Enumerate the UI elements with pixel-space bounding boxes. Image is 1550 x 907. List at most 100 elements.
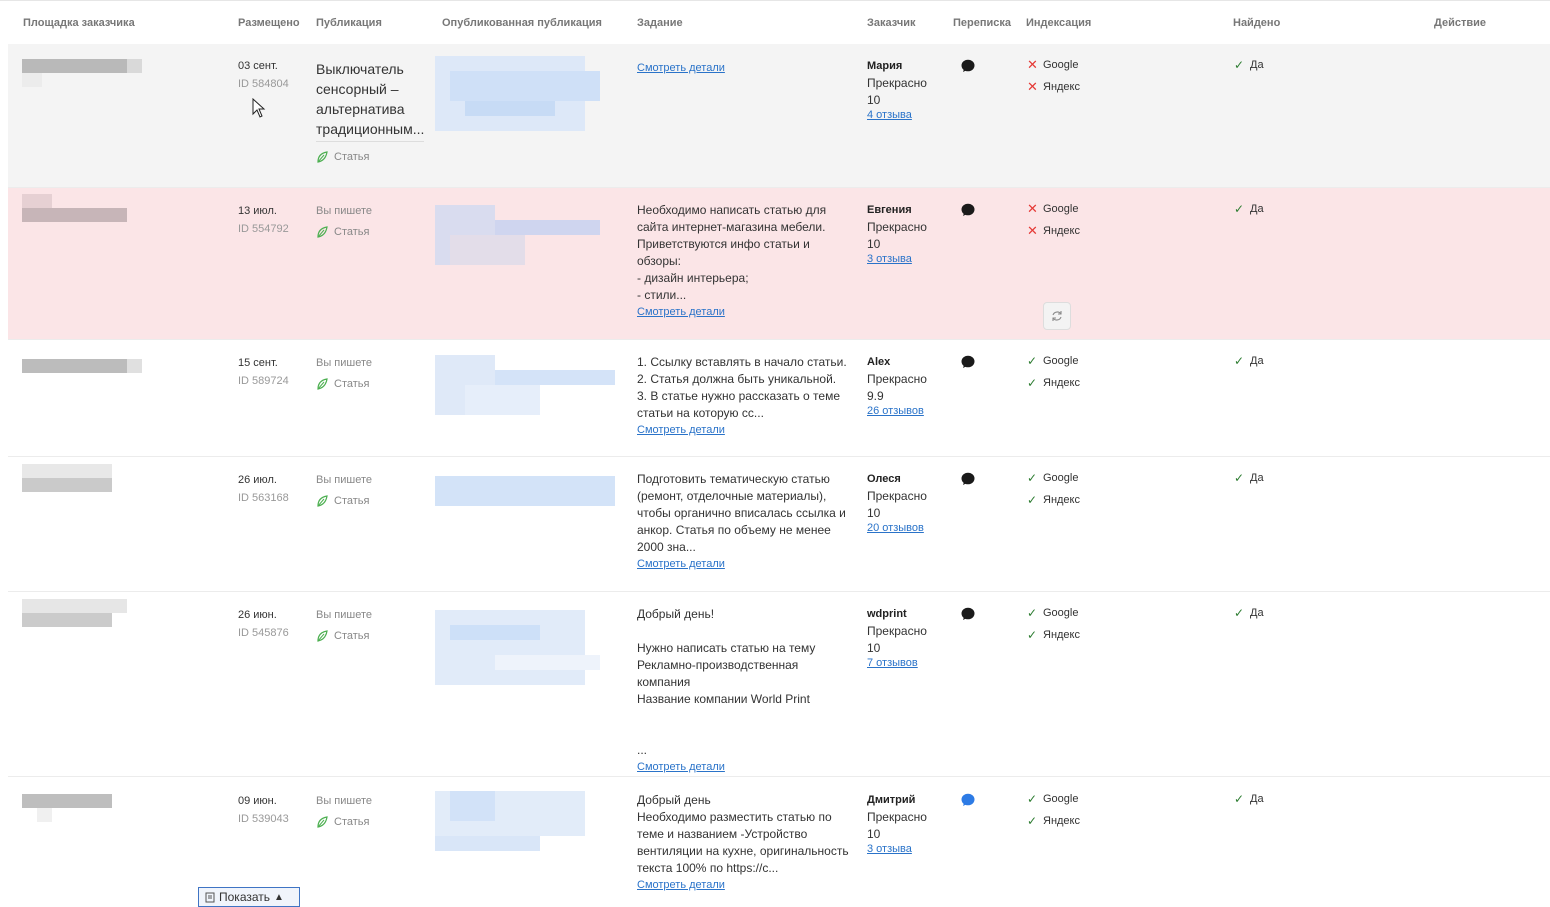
rating-word: Прекрасно <box>867 489 927 503</box>
details-link[interactable]: Смотреть детали <box>637 879 725 891</box>
check-icon: ✓ <box>1027 792 1038 806</box>
task-cell: Необходимо написать статью для сайта инт… <box>637 202 852 318</box>
customer-cell: Alex Прекрасно 9.9 26 отзывов <box>867 356 927 417</box>
customer-name[interactable]: Alex <box>867 356 891 368</box>
task-cell: 1. Ссылку вставлять в начало статьи. 2. … <box>637 354 852 436</box>
task-text: Подготовить тематическую статью (ремонт,… <box>637 472 846 554</box>
order-id: ID 545876 <box>238 627 289 639</box>
indexing-yandex: ✕ Яндекс <box>1027 223 1080 238</box>
document-icon <box>205 892 215 902</box>
indexing-cell: ✕ Google ✕ Яндекс <box>1027 198 1080 242</box>
customer-name[interactable]: Мария <box>867 60 903 72</box>
check-icon: ✓ <box>1234 58 1245 72</box>
published-url-blurred <box>435 205 600 265</box>
customer-name[interactable]: wdprint <box>867 608 907 620</box>
indexing-google: ✓ Google <box>1027 471 1079 485</box>
table-row[interactable]: 26 июл. ID 563168 Вы пишете Статья Подго… <box>8 457 1550 592</box>
table-row[interactable]: 26 июн. ID 545876 Вы пишете Статья Добры… <box>8 592 1550 777</box>
placed-cell: 26 июл. ID 563168 <box>238 474 289 504</box>
rating-word: Прекрасно <box>867 372 927 386</box>
refresh-indexing-button[interactable] <box>1043 302 1071 330</box>
indexing-google: ✓ Google <box>1027 354 1079 368</box>
customer-cell: Мария Прекрасно 10 4 отзыва <box>867 60 927 121</box>
details-link[interactable]: Смотреть детали <box>637 424 725 436</box>
check-icon: ✓ <box>1234 471 1245 485</box>
indexing-yandex: ✕ Яндекс <box>1027 79 1080 94</box>
indexing-yandex: ✓ Яндекс <box>1027 376 1080 390</box>
table-header: Площадка заказчика Размещено Публикация … <box>0 0 1550 44</box>
customer-name[interactable]: Олеся <box>867 473 901 485</box>
col-publication: Публикация <box>316 17 382 29</box>
table-row[interactable]: 15 сент. ID 589724 Вы пишете Статья 1. С… <box>8 340 1550 457</box>
task-cell: Подготовить тематическую статью (ремонт,… <box>637 471 852 570</box>
publication-type: Статья <box>316 378 372 390</box>
reviews-link[interactable]: 20 отзывов <box>867 522 924 534</box>
placed-date: 03 сент. <box>238 60 278 72</box>
customer-cell: Евгения Прекрасно 10 3 отзыва <box>867 204 927 265</box>
details-link[interactable]: Смотреть детали <box>637 761 725 773</box>
publication-type: Статья <box>316 226 372 238</box>
publication-type: Статья <box>316 816 372 828</box>
rating-word: Прекрасно <box>867 220 927 234</box>
chat-bubble-icon[interactable] <box>961 355 975 369</box>
customer-name[interactable]: Дмитрий <box>867 794 916 806</box>
rating-word: Прекрасно <box>867 76 927 90</box>
check-icon: ✓ <box>1234 202 1245 216</box>
found-cell: ✓ Да <box>1234 58 1264 72</box>
col-indexing: Индексация <box>1026 17 1092 29</box>
reviews-link[interactable]: 3 отзыва <box>867 253 912 265</box>
publication-status: Вы пишете <box>316 357 373 369</box>
order-id: ID 554792 <box>238 223 289 235</box>
col-customer: Заказчик <box>867 17 916 29</box>
check-icon: ✓ <box>1027 814 1038 828</box>
col-published: Опубликованная публикация <box>442 17 602 29</box>
reviews-link[interactable]: 3 отзыва <box>867 843 912 855</box>
publication-cell: Вы пишете Статья <box>316 205 372 238</box>
check-icon: ✓ <box>1027 606 1038 620</box>
customer-name[interactable]: Евгения <box>867 204 912 216</box>
table-row[interactable]: 13 июл. ID 554792 Вы пишете Статья Необх… <box>8 188 1550 340</box>
check-icon: ✓ <box>1027 354 1038 368</box>
published-url-blurred <box>435 355 615 415</box>
table-row[interactable]: 03 сент. ID 584804 Выключатель сенсорный… <box>8 44 1550 188</box>
publication-cell: Вы пишете Статья <box>316 357 372 390</box>
leaf-icon <box>317 816 328 828</box>
chat-bubble-icon[interactable] <box>961 607 975 621</box>
publication-title[interactable]: Выключатель сенсорный – альтернатива тра… <box>316 61 425 137</box>
reviews-link[interactable]: 4 отзыва <box>867 109 912 121</box>
found-cell: ✓ Да <box>1234 792 1264 806</box>
chat-bubble-icon[interactable] <box>961 472 975 486</box>
reviews-link[interactable]: 26 отзывов <box>867 405 924 417</box>
table-row[interactable]: 09 июн. ID 539043 Вы пишете Статья Добры… <box>8 777 1550 900</box>
publication-cell: Вы пишете Статья <box>316 795 372 828</box>
leaf-icon <box>317 378 328 390</box>
order-id: ID 563168 <box>238 492 289 504</box>
show-button-label: Показать <box>219 890 271 904</box>
details-link[interactable]: Смотреть детали <box>637 62 725 74</box>
rating-value: 10 <box>867 93 881 107</box>
mouse-cursor-icon <box>252 98 266 118</box>
placed-cell: 13 июл. ID 554792 <box>238 205 289 235</box>
check-icon: ✓ <box>1027 471 1038 485</box>
details-link[interactable]: Смотреть детали <box>637 306 725 318</box>
published-url-blurred <box>435 476 615 506</box>
publication-status: Вы пишете <box>316 795 373 807</box>
show-panel-button[interactable]: Показать ▲ <box>198 887 300 907</box>
rating-value: 9.9 <box>867 389 884 403</box>
publication-type: Статья <box>316 630 372 642</box>
found-cell: ✓ Да <box>1234 606 1264 620</box>
chat-bubble-icon[interactable] <box>961 203 975 217</box>
rating-value: 10 <box>867 506 881 520</box>
found-cell: ✓ Да <box>1234 471 1264 485</box>
col-action: Действие <box>1434 17 1486 29</box>
placed-date: 13 июл. <box>238 205 277 217</box>
placed-cell: 03 сент. ID 584804 <box>238 60 289 90</box>
leaf-icon <box>317 630 328 642</box>
chat-bubble-unread-icon[interactable] <box>961 793 975 807</box>
reviews-link[interactable]: 7 отзывов <box>867 657 918 669</box>
chat-bubble-icon[interactable] <box>961 59 975 73</box>
placed-date: 09 июн. <box>238 795 277 807</box>
customer-cell: wdprint Прекрасно 10 7 отзывов <box>867 608 927 669</box>
details-link[interactable]: Смотреть детали <box>637 558 725 570</box>
publication-status: Вы пишете <box>316 609 373 621</box>
